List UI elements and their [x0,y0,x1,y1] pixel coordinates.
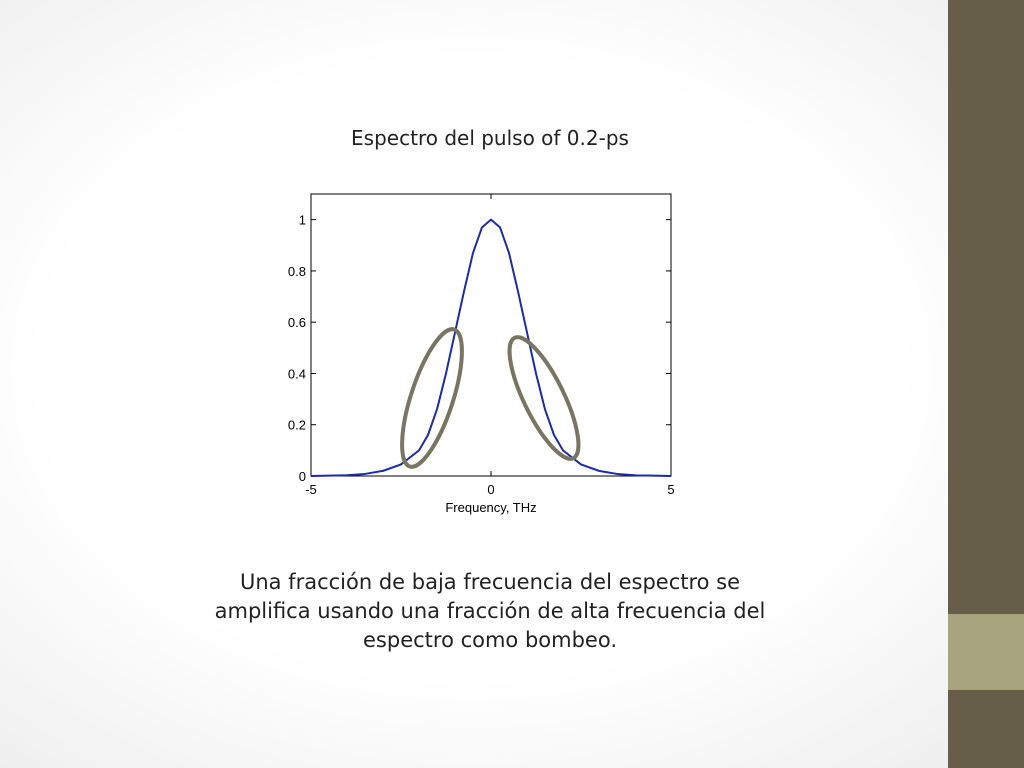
x-tick-label: 0 [487,482,494,497]
plot-frame [310,193,672,477]
spectrum-line [310,218,672,477]
x-axis-label: Frequency, THz [445,500,536,515]
y-tick-label: 0 [299,469,306,484]
highlight-ellipse [507,335,581,461]
caption-line: amplifica usando una fracción de alta fr… [214,599,766,623]
x-tick-label: -5 [305,482,317,497]
side-bar-accent [948,614,1024,690]
caption: Una fracción de baja frecuencia del espe… [180,568,800,655]
y-tick-label: 0.6 [288,315,306,330]
y-tick-label: 1 [299,213,306,228]
chart-title: Espectro del pulso of 0.2-ps [351,126,629,150]
y-tick-label: 0.8 [288,264,306,279]
y-tick-label: 0.4 [288,366,306,381]
x-tick-label: 5 [667,482,674,497]
highlight-ellipse [400,327,464,469]
caption-line: espectro como bombeo. [363,628,617,652]
caption-line: Una fracción de baja frecuencia del espe… [239,570,741,594]
y-tick-label: 0.2 [288,418,306,433]
